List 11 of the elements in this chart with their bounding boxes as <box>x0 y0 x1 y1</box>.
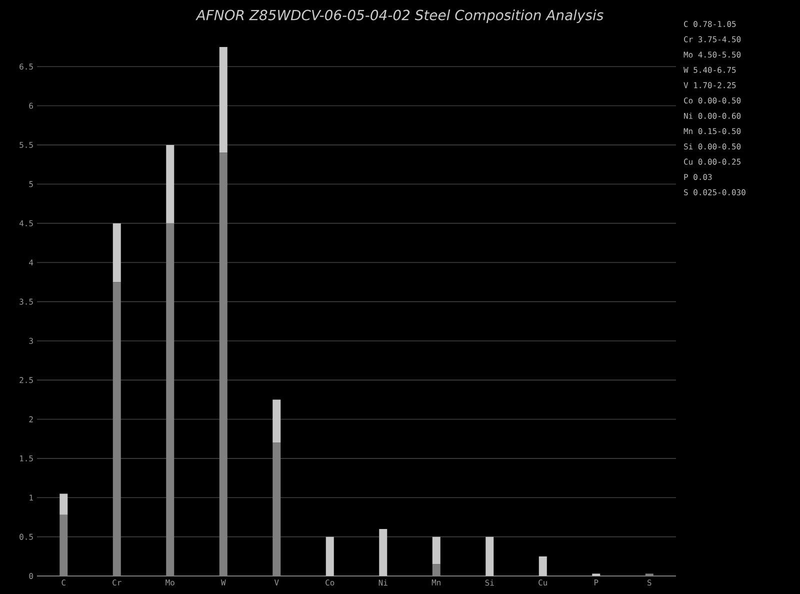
bar <box>166 144 174 224</box>
bar <box>219 46 228 153</box>
bar <box>112 223 121 282</box>
bar <box>486 536 494 576</box>
chart-title: AFNOR Z85WDCV-06-05-04-02 Steel Composition Analysis <box>196 10 604 24</box>
bar <box>60 494 68 515</box>
bar <box>326 536 334 576</box>
bar <box>432 536 440 564</box>
bar <box>538 556 547 576</box>
bar <box>379 528 388 576</box>
bar <box>272 400 281 443</box>
